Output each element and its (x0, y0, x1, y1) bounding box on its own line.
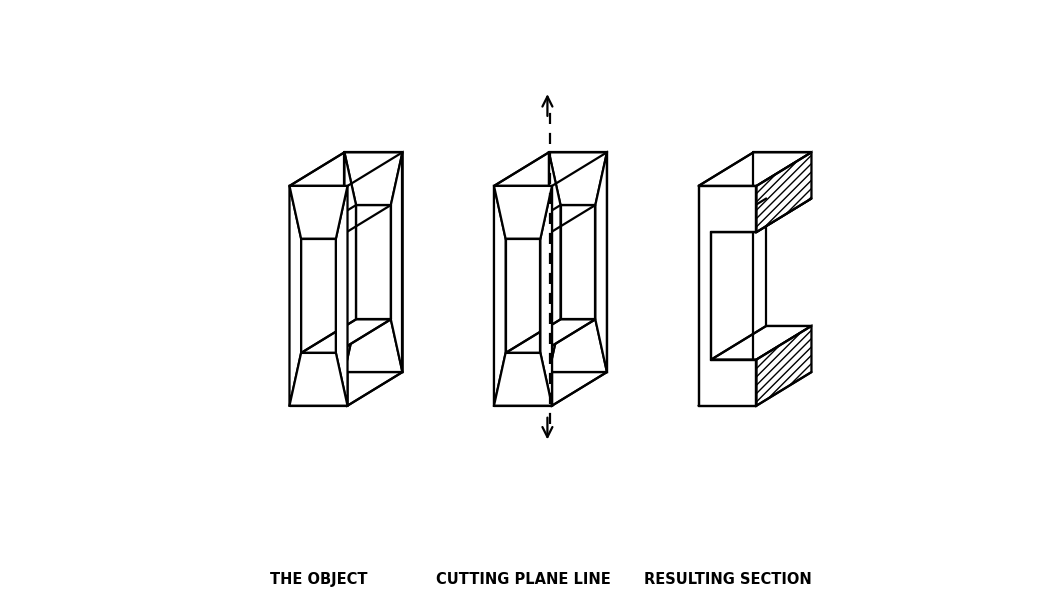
Polygon shape (549, 152, 607, 205)
Polygon shape (301, 319, 391, 353)
Polygon shape (494, 353, 552, 406)
Polygon shape (347, 152, 403, 406)
Polygon shape (699, 186, 756, 406)
Polygon shape (552, 152, 607, 406)
Text: CUTTING PLANE LINE: CUTTING PLANE LINE (435, 572, 611, 587)
Polygon shape (336, 186, 347, 406)
Polygon shape (344, 152, 403, 205)
Text: THE OBJECT: THE OBJECT (270, 572, 367, 587)
Polygon shape (344, 319, 403, 372)
Polygon shape (494, 186, 552, 238)
Polygon shape (756, 152, 812, 232)
Polygon shape (494, 186, 505, 406)
Polygon shape (290, 152, 403, 186)
Polygon shape (494, 152, 607, 186)
Polygon shape (290, 186, 347, 238)
Polygon shape (505, 319, 595, 353)
Polygon shape (290, 186, 301, 406)
Polygon shape (756, 326, 812, 406)
Polygon shape (711, 198, 812, 232)
Polygon shape (711, 326, 812, 360)
Polygon shape (541, 186, 552, 406)
Polygon shape (391, 152, 403, 372)
Polygon shape (344, 152, 356, 372)
Polygon shape (699, 152, 812, 186)
Polygon shape (290, 353, 347, 406)
Text: RESULTING SECTION: RESULTING SECTION (643, 572, 812, 587)
Polygon shape (549, 319, 607, 372)
Polygon shape (595, 152, 607, 372)
Polygon shape (549, 152, 561, 372)
